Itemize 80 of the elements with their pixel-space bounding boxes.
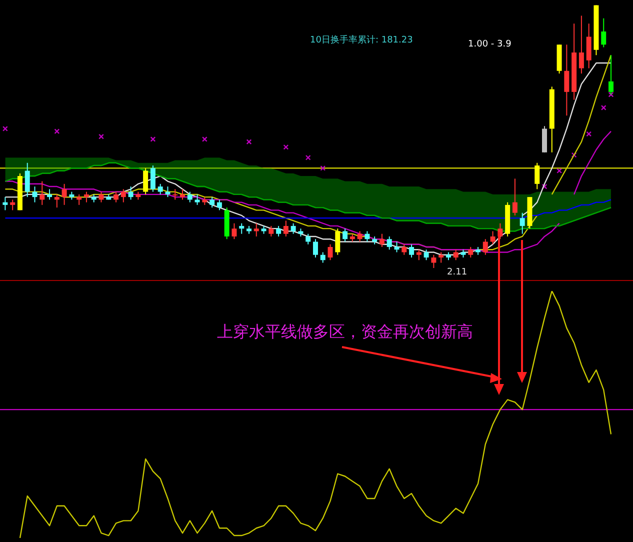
candlestick bbox=[98, 191, 104, 203]
candlestick bbox=[232, 222, 237, 240]
candlestick bbox=[320, 252, 326, 264]
point bbox=[98, 134, 104, 140]
candlestick bbox=[328, 244, 333, 261]
point bbox=[542, 184, 548, 190]
candlestick bbox=[394, 241, 400, 253]
candlestick bbox=[172, 188, 178, 200]
point bbox=[246, 139, 252, 145]
candlestick bbox=[290, 222, 296, 234]
candlestick bbox=[424, 249, 429, 261]
candlestick bbox=[187, 191, 192, 203]
candlestick bbox=[379, 233, 384, 248]
candlestick bbox=[586, 23, 592, 69]
candlestick bbox=[312, 238, 318, 258]
point bbox=[571, 152, 577, 158]
point bbox=[283, 144, 289, 150]
candlestick bbox=[578, 15, 584, 74]
candlestick bbox=[357, 230, 362, 242]
point bbox=[556, 168, 562, 174]
point bbox=[2, 126, 8, 132]
candlestick bbox=[564, 44, 570, 116]
candlestick bbox=[54, 194, 60, 208]
candlestick bbox=[180, 188, 186, 200]
annotation: 2.11 bbox=[447, 267, 468, 278]
candlestick bbox=[482, 238, 488, 256]
point bbox=[586, 131, 592, 137]
candlestick bbox=[239, 222, 244, 234]
candlestick bbox=[114, 191, 119, 203]
candlestick bbox=[158, 183, 163, 195]
candlestick bbox=[306, 233, 311, 245]
candlestick bbox=[40, 180, 45, 206]
candlestick bbox=[194, 194, 200, 206]
candlestick bbox=[402, 244, 407, 256]
candlestick bbox=[342, 228, 348, 242]
candlestick bbox=[276, 225, 282, 237]
point bbox=[600, 104, 606, 110]
candlestick bbox=[143, 168, 148, 195]
point bbox=[320, 165, 326, 171]
candlestick bbox=[409, 244, 414, 258]
candlestick bbox=[150, 165, 156, 192]
candlestick bbox=[10, 199, 16, 211]
point bbox=[305, 154, 311, 160]
candlestick bbox=[438, 252, 444, 264]
candlestick bbox=[534, 162, 540, 190]
candlestick bbox=[364, 230, 370, 242]
candlestick bbox=[268, 225, 274, 237]
candlestick bbox=[542, 126, 548, 153]
candlestick bbox=[453, 249, 458, 261]
candlestick bbox=[76, 194, 82, 206]
candlestick bbox=[335, 228, 340, 256]
candlestick bbox=[165, 186, 170, 198]
candlestick bbox=[128, 186, 134, 200]
candlestick bbox=[24, 162, 30, 198]
candlestick bbox=[47, 188, 52, 200]
candlestick bbox=[32, 186, 38, 203]
candlestick bbox=[416, 249, 422, 261]
candlestick bbox=[431, 254, 436, 268]
candlestick bbox=[120, 188, 126, 203]
point bbox=[54, 128, 60, 134]
candlestick bbox=[216, 199, 222, 211]
annotation: 1.00 - 3.9 bbox=[468, 39, 512, 50]
candlestick bbox=[84, 191, 89, 203]
candlestick bbox=[210, 196, 215, 208]
candlestick bbox=[254, 222, 259, 237]
candlestick bbox=[512, 178, 518, 216]
candlestick bbox=[608, 54, 614, 96]
candlestick bbox=[520, 212, 525, 234]
candlestick bbox=[468, 246, 474, 258]
point bbox=[150, 136, 156, 142]
candlestick bbox=[2, 196, 8, 211]
candlestick bbox=[62, 183, 67, 206]
candlestick bbox=[490, 230, 496, 245]
annotation: 上穿水平线做多区，资金再次创新高 bbox=[217, 322, 473, 342]
candlestick bbox=[601, 18, 606, 48]
annotation: 10日换手率累计: 181.23 bbox=[310, 34, 413, 46]
candlestick bbox=[386, 236, 392, 250]
point bbox=[202, 136, 208, 142]
candlestick bbox=[283, 220, 288, 237]
point bbox=[608, 92, 614, 98]
